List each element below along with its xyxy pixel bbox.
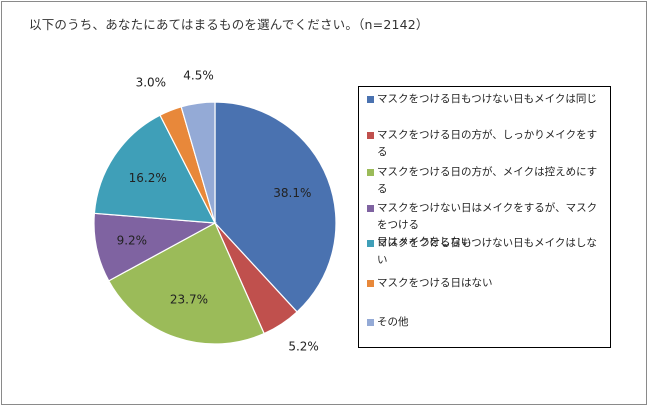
legend-swatch [367,319,374,326]
legend-swatch [367,240,374,247]
legend-label: マスクをつける日もつけない日もメイクはしない [377,237,597,266]
pie-slice [107,222,265,345]
legend-swatch [367,280,374,287]
slice-data-label: 38.1% [273,186,311,200]
legend-item: その他 [367,314,607,331]
legend-swatch [367,205,374,212]
legend-label: マスクをつける日もつけない日もメイクは同じ [377,93,597,105]
slice-data-label: 16.2% [129,171,167,185]
pie-slice [180,101,216,224]
chart-title: 以下のうち、あなたにあてはまるものを選んでください。（n=2142） [29,17,429,32]
pie-slice [214,101,337,313]
legend-item: マスクをつける日の方が、メイクは控えめにする [367,164,607,198]
legend-item: マスクをつける日の方が、しっかりメイクをする [367,127,607,161]
slice-data-label: 3.0% [136,75,167,89]
legend-swatch [367,96,374,103]
legend-item: マスクをつける日はない [367,275,607,292]
slice-data-label: 23.7% [170,293,208,307]
legend-label: マスクをつけない日はメイクをするが、マスクをつける [377,202,598,231]
legend-item: マスクをつけない日はメイクをするが、マスクをつける 日はメイクをしない [367,200,607,251]
legend-label: その他 [377,316,409,328]
legend-label: マスクをつける日の方が、メイクは控えめにする [377,166,598,195]
slice-data-label: 9.2% [117,234,148,248]
legend-swatch [367,169,374,176]
pie-slice [93,114,217,224]
slice-data-label: 5.2% [288,339,319,353]
legend-label-continued: 日はメイクをしない [377,236,472,248]
legend-swatch [367,132,374,139]
slice-data-label: 4.5% [183,68,214,82]
chart-legend: マスクをつける日もつけない日もメイクは同じ マスクをつける日の方が、しっかりメイ… [358,86,611,348]
legend-item: マスクをつける日もつけない日もメイクは同じ [367,91,607,108]
legend-label: マスクをつける日はない [377,277,493,289]
legend-label: マスクをつける日の方が、しっかりメイクをする [377,129,598,158]
legend-item: マスクをつける日もつけない日もメイクはしない [367,235,607,269]
